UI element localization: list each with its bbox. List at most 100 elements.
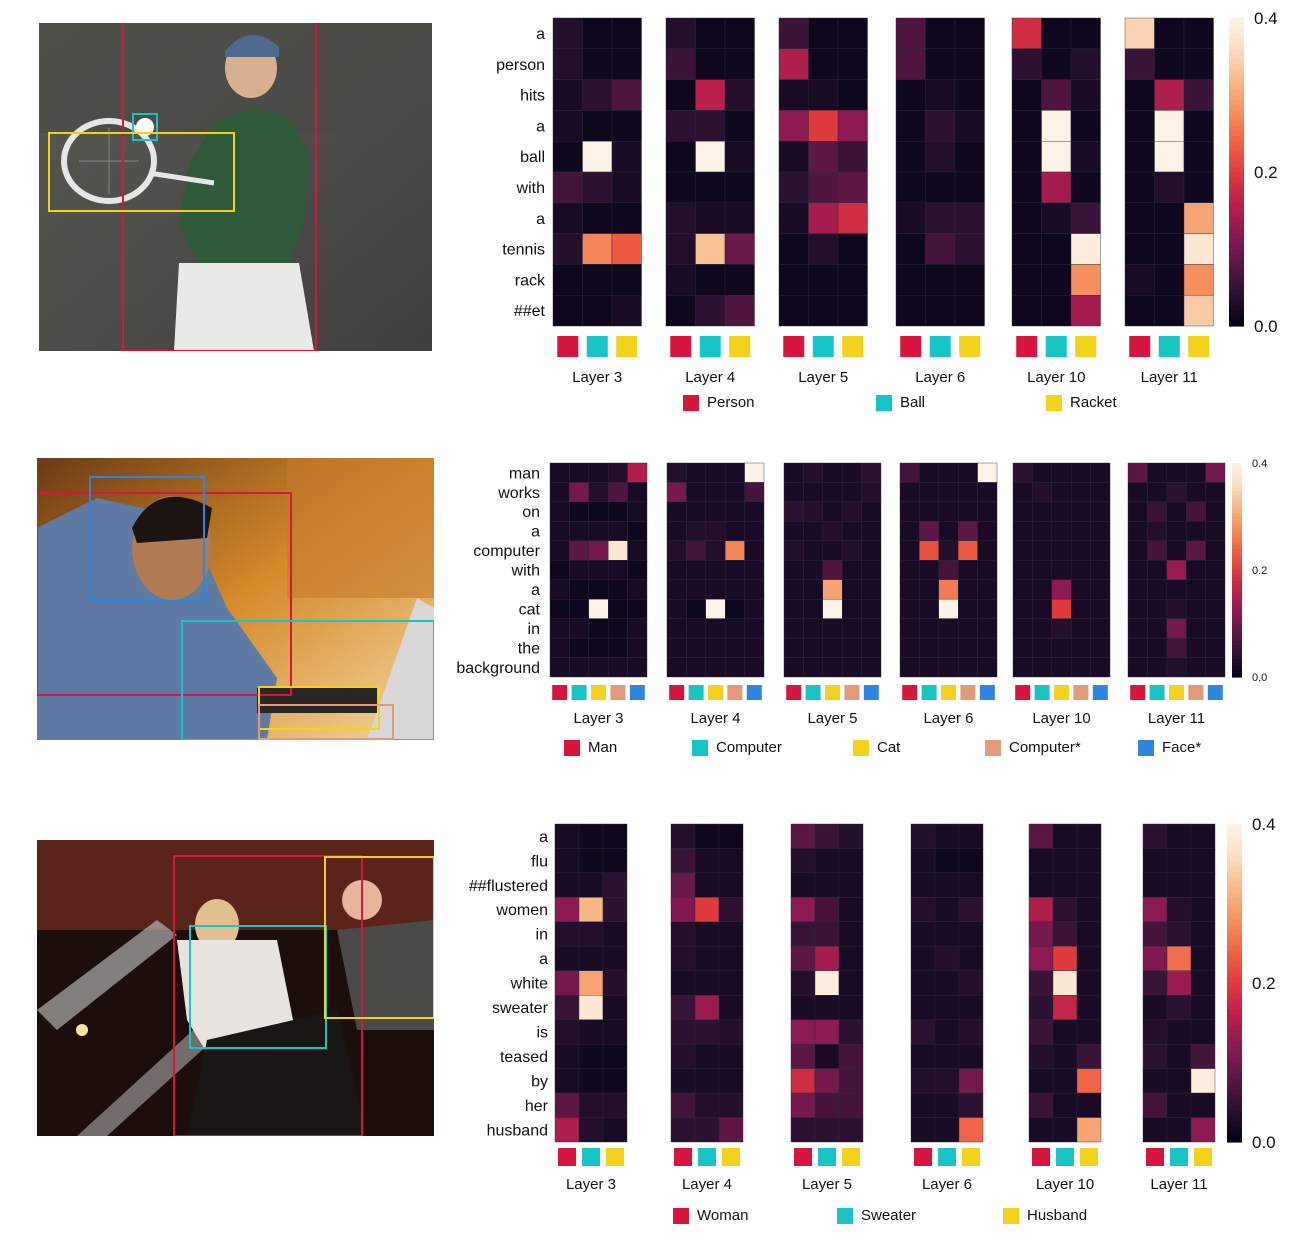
entity-swatch [708, 685, 723, 700]
heatmap-cell [665, 202, 696, 234]
heatmap-cell [611, 295, 642, 327]
heatmap-cell [694, 1068, 720, 1094]
colorbar-segment [1227, 887, 1242, 894]
heatmap-cell [1190, 946, 1216, 971]
colorbar-segment [1229, 38, 1244, 45]
heatmap-cell [958, 1019, 984, 1045]
heatmap-cell [602, 848, 628, 874]
heatmap-cell [778, 233, 809, 265]
heatmap-cell [925, 48, 956, 80]
heatmap-cell [554, 897, 580, 923]
token-label: a [536, 118, 545, 135]
heatmap-cell [958, 921, 984, 947]
heatmap-cell [602, 823, 628, 849]
colorbar-segment [1227, 967, 1242, 973]
colorbar-segment [1227, 1120, 1242, 1127]
colorbar-segment [1232, 562, 1242, 568]
entity-swatch [746, 685, 762, 700]
colorbar-segment [1229, 223, 1244, 230]
heatmap-cell [694, 823, 720, 849]
heatmap-cell [670, 823, 696, 849]
colorbar-segment [1227, 1025, 1242, 1032]
heatmap-cell [552, 140, 583, 173]
heatmap-cell [582, 110, 613, 142]
heatmap-cell [1011, 264, 1042, 296]
heatmap-cell [925, 171, 956, 203]
heatmap-cell [1052, 872, 1078, 898]
heatmap-cell [1190, 921, 1216, 947]
colorbar-segment [1229, 18, 1244, 24]
heatmap-cell [670, 872, 696, 898]
token-label: women [495, 902, 548, 919]
heatmap-cell [910, 970, 936, 996]
colorbar-tick-label: 0.2 [1252, 974, 1276, 993]
heatmap-cell [718, 995, 744, 1020]
colorbar-segment [1227, 1089, 1242, 1095]
heatmap-cell [814, 1068, 840, 1094]
heatmap-cell [790, 921, 816, 947]
heatmap-cell [814, 1043, 840, 1069]
entity-swatch [1073, 685, 1089, 700]
heatmap-cell [958, 970, 984, 996]
legend-swatch [683, 394, 699, 411]
heatmap-cell [694, 970, 720, 996]
heatmap-cell [895, 79, 926, 111]
colorbar-segment [1232, 463, 1242, 468]
entity-swatch [979, 685, 995, 700]
entity-swatch [1130, 685, 1146, 700]
heatmap-cell [578, 1068, 604, 1094]
heatmap-cell [1166, 1117, 1192, 1143]
heatmap-cell [554, 1068, 580, 1094]
colorbar-segment [1229, 213, 1244, 219]
heatmap-cell [910, 1043, 936, 1069]
heatmap-cell [925, 202, 956, 234]
entity-swatch [1207, 685, 1223, 700]
heatmap-cell [695, 17, 726, 49]
heatmap-cell [838, 1092, 864, 1118]
heatmap-cell [1142, 1068, 1168, 1094]
entity-swatch [729, 336, 751, 357]
heatmap-cell [837, 233, 868, 265]
heatmap-cell [718, 897, 744, 923]
colorbar-segment [1232, 598, 1242, 603]
colorbar-segment [1227, 877, 1242, 883]
heatmap-cell [934, 921, 960, 947]
colorbar-segment [1232, 587, 1242, 592]
token-label: person [496, 57, 545, 74]
entity-swatch [812, 336, 834, 357]
heatmap-cell [1011, 48, 1042, 80]
heatmap-cell [611, 140, 642, 173]
heatmap-cell [934, 995, 960, 1020]
heatmap-cell [554, 1092, 580, 1118]
token-label: a [536, 211, 545, 228]
heatmap-cell [552, 202, 583, 234]
entity-swatch [610, 685, 626, 700]
colorbar-segment [1227, 882, 1242, 889]
colorbar-segment [1232, 612, 1242, 617]
heatmap-cell [670, 1092, 696, 1118]
heatmap-cell [718, 946, 744, 971]
heatmap-cell [694, 995, 720, 1020]
heatmap-cell [582, 233, 613, 265]
colorbar-segment [1232, 616, 1242, 621]
heatmap-cell [582, 79, 613, 111]
layer-label: Layer 6 [923, 710, 973, 727]
heatmap-cell [1166, 872, 1192, 898]
heatmap-cell [790, 1043, 816, 1069]
heatmap-cell [958, 872, 984, 898]
heatmap-cell [1041, 140, 1072, 173]
heatmap-cell [582, 140, 613, 173]
colorbar-segment [1229, 74, 1244, 81]
colorbar-segment [1229, 228, 1244, 235]
layer-label: Layer 6 [915, 369, 965, 386]
entity-swatch [616, 336, 638, 357]
entity-swatch [900, 336, 922, 357]
layer-label: Layer 3 [566, 1176, 616, 1193]
token-label: the [518, 640, 540, 657]
colorbar-segment [1232, 534, 1242, 539]
legend-item: Person [683, 394, 755, 411]
heatmap-cell [694, 921, 720, 947]
colorbar-segment [1227, 1030, 1242, 1037]
legend-item: Face* [1138, 739, 1201, 756]
heatmap-cell [694, 1019, 720, 1045]
